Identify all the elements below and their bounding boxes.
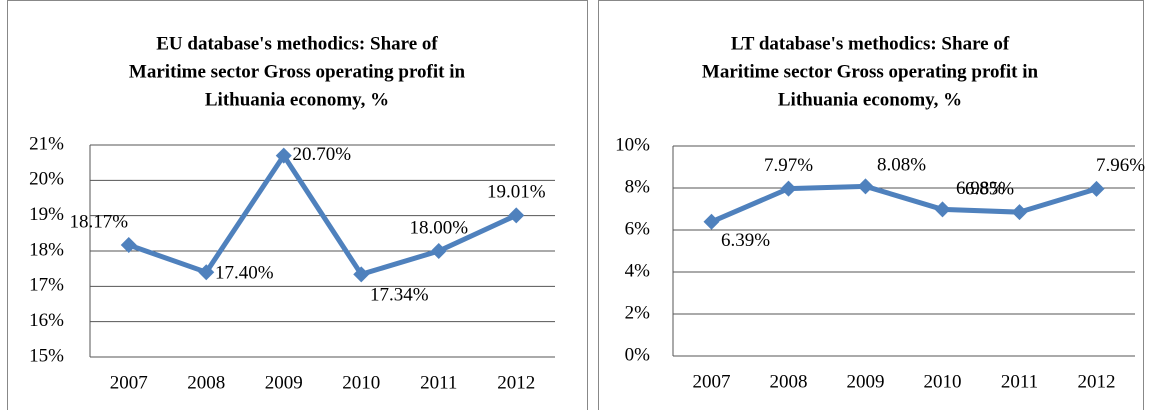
chart-title: Maritime sector Gross operating profit i… <box>702 61 1039 82</box>
y-tick-label: 8% <box>625 176 651 197</box>
x-tick-label: 2008 <box>187 372 225 393</box>
y-tick-label: 6% <box>625 218 651 239</box>
chart-title: EU database's methodics: Share of <box>156 33 438 54</box>
x-tick-label: 2012 <box>497 372 535 393</box>
data-label: 8.08% <box>877 155 926 176</box>
chart-title: LT database's methodics: Share of <box>731 33 1010 54</box>
x-tick-label: 2008 <box>770 371 808 392</box>
data-label: 18.00% <box>409 217 468 238</box>
data-label: 20.70% <box>292 144 351 165</box>
marker <box>430 243 447 259</box>
y-tick-label: 17% <box>29 275 64 296</box>
line <box>710 183 1098 225</box>
x-tick-label: 2011 <box>420 372 457 393</box>
panel-border <box>598 0 1144 410</box>
x-tick-label: 2010 <box>342 372 380 393</box>
marker <box>703 213 720 230</box>
chart-title: Maritime sector Gross operating profit i… <box>129 61 466 82</box>
line <box>127 153 518 277</box>
data-label: 19.01% <box>487 182 546 203</box>
x-tick-label: 2009 <box>847 371 885 392</box>
y-tick-label: 2% <box>625 302 651 323</box>
y-tick-label: 0% <box>625 344 651 365</box>
marker <box>353 266 370 283</box>
x-tick-label: 2012 <box>1078 371 1116 392</box>
marker <box>934 201 951 218</box>
y-tick-label: 21% <box>29 133 64 154</box>
data-label: 7.97% <box>764 155 813 176</box>
x-tick-label: 2011 <box>1001 371 1038 392</box>
y-tick-label: 20% <box>29 169 64 190</box>
marker <box>508 207 525 224</box>
y-tick-label: 19% <box>29 204 64 225</box>
x-tick-label: 2007 <box>110 372 148 393</box>
y-tick-label: 16% <box>29 310 64 331</box>
marker <box>198 264 215 281</box>
panel-border <box>7 0 588 410</box>
y-tick-label: 18% <box>29 239 64 260</box>
y-tick-label: 15% <box>29 345 64 366</box>
chart-title: Lithuania economy, % <box>778 89 962 110</box>
data-label: 6.98% <box>956 178 1005 199</box>
y-tick-label: 4% <box>625 260 651 281</box>
x-tick-label: 2010 <box>924 371 962 392</box>
marker <box>1088 180 1105 197</box>
chart-title: Lithuania economy, % <box>205 89 389 110</box>
x-tick-label: 2009 <box>265 372 303 393</box>
data-label: 6.39% <box>721 230 770 251</box>
marker <box>120 236 137 253</box>
data-label: 7.96% <box>1096 155 1145 176</box>
y-tick-label: 10% <box>615 134 650 155</box>
data-label: 17.40% <box>215 263 274 284</box>
marker <box>780 180 797 197</box>
data-label: 6.85% <box>965 179 1014 200</box>
marker <box>275 147 292 164</box>
data-label: 17.34% <box>370 285 429 306</box>
data-label: 18.17% <box>69 211 128 232</box>
marker <box>857 178 874 195</box>
marker <box>1011 204 1028 221</box>
x-tick-label: 2007 <box>693 371 731 392</box>
